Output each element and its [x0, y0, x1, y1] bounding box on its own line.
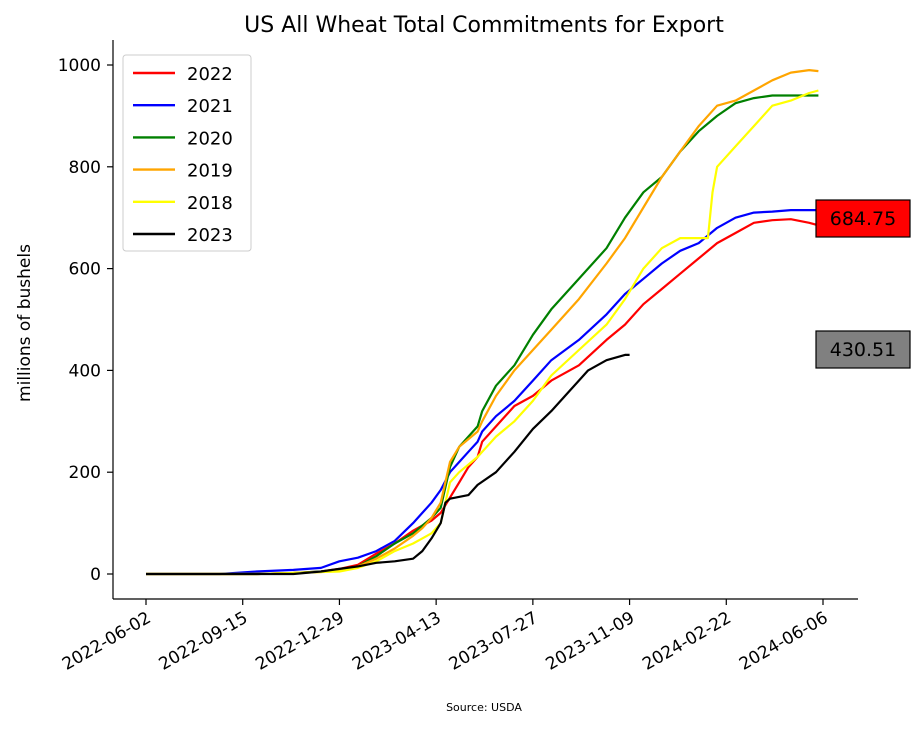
series-line-2022: [146, 218, 823, 576]
series-line-2021: [146, 209, 823, 576]
series-line-2023: [146, 353, 630, 576]
legend-label-2019: 2019: [187, 161, 233, 182]
y-tick-label: 400: [69, 361, 101, 381]
legend: 2022 2021 2020 2019 2018 2023: [122, 54, 252, 252]
legend-label-2023: 2023: [187, 225, 233, 246]
legend-label-2018: 2018: [187, 193, 233, 214]
y-tick-label: 800: [69, 158, 101, 178]
x-tick-label: 2023-11-09: [543, 608, 639, 675]
x-tick-label: 2023-04-13: [349, 608, 445, 675]
end-labels: 684.75 430.51: [815, 199, 911, 369]
x-tick-label: 2022-12-29: [252, 608, 348, 675]
chart-title: US All Wheat Total Commitments for Expor…: [244, 13, 724, 38]
end-label-2023: 430.51: [830, 339, 896, 361]
legend-label-2020: 2020: [187, 128, 233, 149]
x-ticks: 2022-06-02 2022-09-15 2022-12-29 2023-04-13…: [59, 599, 832, 675]
end-label-box-2022: [815, 199, 911, 238]
y-ticks: 0 200 400 600 800 1000: [58, 56, 113, 585]
end-label-2022: 684.75: [830, 208, 896, 230]
y-axis-label: millions of bushels: [15, 244, 35, 402]
x-tick-label: 2023-07-27: [446, 608, 542, 675]
y-tick-label: 0: [90, 565, 101, 585]
axes: [112, 40, 858, 600]
series-line-2018: [146, 89, 819, 576]
y-tick-label: 1000: [58, 56, 101, 76]
x-tick-label: 2022-06-02: [59, 608, 155, 675]
x-tick-label: 2022-09-15: [156, 608, 252, 675]
x-tick-label: 2024-02-22: [639, 608, 735, 675]
plot-lines: [146, 68, 823, 576]
legend-label-2022: 2022: [187, 64, 233, 85]
end-label-box-2023: [815, 330, 911, 369]
y-tick-label: 600: [69, 260, 101, 280]
legend-label-2021: 2021: [187, 96, 233, 117]
source-note: Source: USDA: [446, 701, 522, 714]
y-tick-label: 200: [69, 463, 101, 483]
x-tick-label: 2024-06-06: [736, 608, 832, 675]
